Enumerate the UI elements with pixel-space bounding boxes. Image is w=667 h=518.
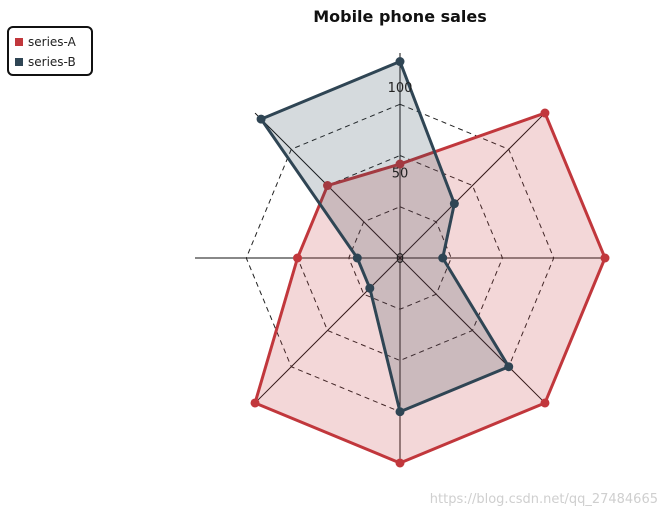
watermark-text: https://blog.csdn.net/qq_27484665: [430, 492, 658, 507]
legend-box: [7, 26, 93, 76]
radar-grid-ring: [348, 206, 452, 310]
legend-swatch-series-a: [15, 38, 23, 46]
legend-label-series-a[interactable]: series-A: [28, 35, 77, 49]
data-point[interactable]: [352, 253, 362, 263]
data-point[interactable]: [256, 114, 266, 124]
data-point[interactable]: [540, 398, 550, 408]
tick-label: 50: [392, 167, 409, 182]
data-point[interactable]: [395, 458, 405, 468]
data-point[interactable]: [504, 362, 514, 372]
series-a: [250, 108, 610, 468]
radar-axis-line: [399, 112, 546, 259]
data-point[interactable]: [395, 159, 405, 169]
series-b: [256, 57, 514, 417]
data-point[interactable]: [395, 57, 405, 67]
legend-label-series-b[interactable]: series-B: [28, 55, 76, 69]
tick-label: 0: [396, 252, 404, 267]
data-point[interactable]: [323, 181, 333, 191]
radar-series-layer: [250, 57, 610, 468]
data-point[interactable]: [250, 398, 260, 408]
data-point[interactable]: [365, 283, 375, 293]
legend: series-A series-B: [7, 26, 93, 76]
data-point[interactable]: [438, 253, 448, 263]
chart-title: Mobile phone sales: [313, 7, 487, 26]
radial-tick-labels: 0 50 100: [388, 81, 413, 267]
data-point[interactable]: [600, 253, 610, 263]
data-point[interactable]: [449, 199, 459, 209]
data-point[interactable]: [540, 108, 550, 118]
legend-swatch-series-b: [15, 58, 23, 66]
data-point[interactable]: [293, 253, 302, 263]
radar-axis-line: [254, 257, 401, 404]
tick-label: 100: [388, 81, 413, 96]
data-point[interactable]: [395, 407, 405, 417]
